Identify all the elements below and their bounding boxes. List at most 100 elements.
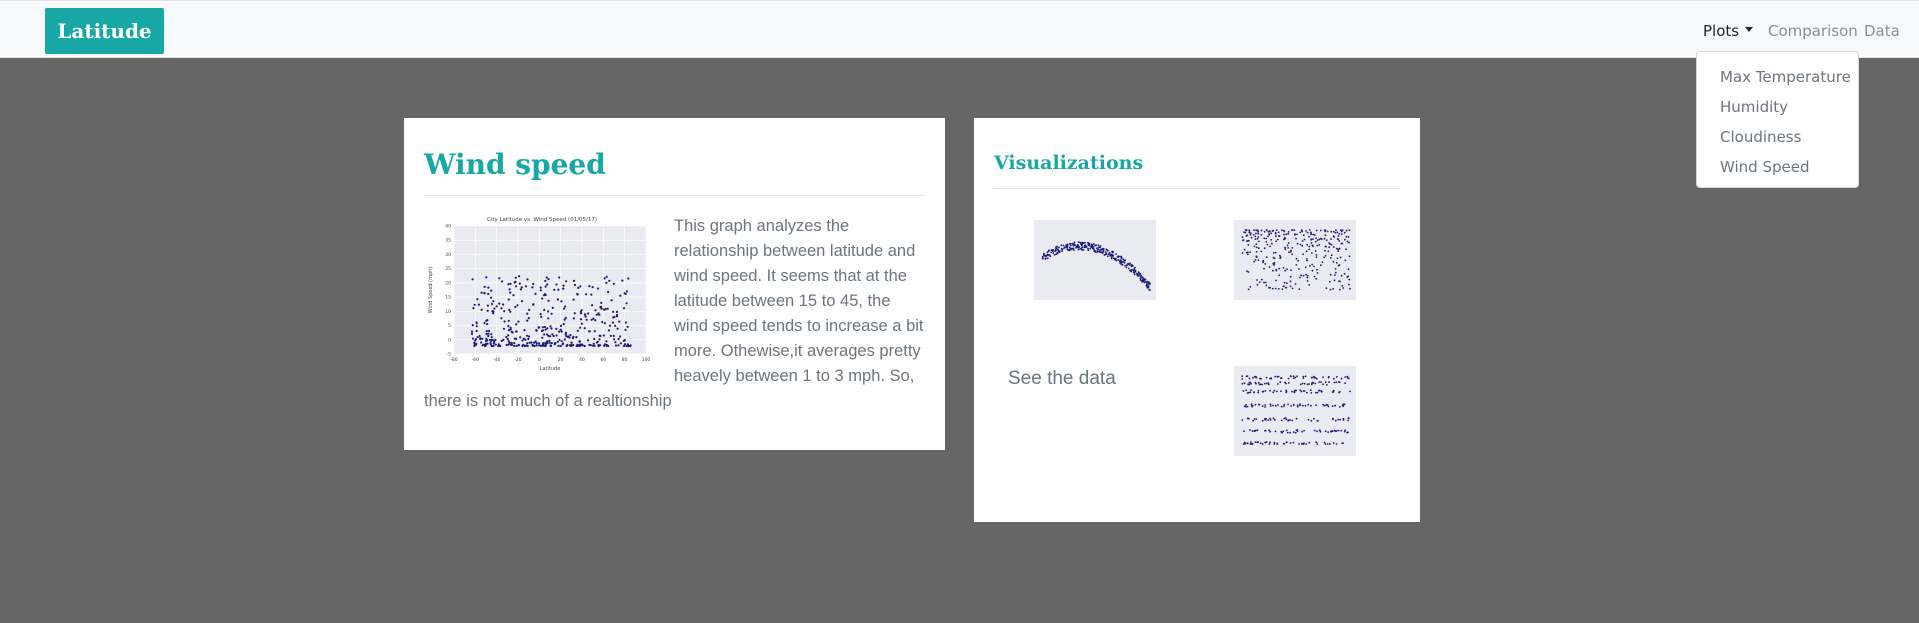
scatter-point xyxy=(477,303,480,306)
thumbnail-point xyxy=(1265,284,1268,287)
thumbnail-point xyxy=(1336,257,1339,260)
scatter-point xyxy=(490,289,493,292)
nav-comparison-link[interactable]: Comparison xyxy=(1768,22,1858,40)
thumbnail-point xyxy=(1256,279,1258,281)
scatter-point xyxy=(578,344,581,348)
scatter-point xyxy=(622,344,626,348)
thumbnail-point xyxy=(1082,249,1085,251)
thumbnail-point xyxy=(1314,382,1317,385)
thumbnail-point xyxy=(1336,231,1339,234)
thumbnail-point xyxy=(1276,390,1278,393)
scatter-point xyxy=(562,287,565,290)
thumbnail-point xyxy=(1294,431,1297,434)
scatter-point xyxy=(610,299,613,302)
thumbnail-point xyxy=(1251,443,1254,445)
thumbnail-point xyxy=(1099,249,1101,251)
humidity-thumbnail[interactable] xyxy=(1214,214,1364,314)
thumbnail-point xyxy=(1289,280,1292,283)
thumbnail-point xyxy=(1062,244,1065,247)
thumbnail-point xyxy=(1257,236,1260,238)
thumbnail-point xyxy=(1053,254,1056,256)
thumbnail-point xyxy=(1344,376,1347,378)
scatter-point xyxy=(614,344,618,347)
thumbnail-point xyxy=(1318,238,1321,241)
thumbnail-point xyxy=(1339,418,1341,421)
scatter-point xyxy=(594,319,597,322)
dropdown-item-humidity[interactable]: Humidity xyxy=(1720,98,1789,116)
thumbnail-point xyxy=(1294,233,1296,236)
thumbnail-point xyxy=(1248,377,1251,380)
wind-speed-scatter-plot[interactable]: City Latitude vs. Wind Speed (01/05/17) … xyxy=(424,214,656,374)
dropdown-item-cloudiness[interactable]: Cloudiness xyxy=(1720,128,1802,146)
scatter-point xyxy=(559,344,562,348)
thumbnail-point xyxy=(1289,431,1292,434)
thumbnail-point xyxy=(1333,279,1336,282)
thumbnail-point xyxy=(1299,243,1302,246)
thumbnail-point xyxy=(1110,257,1113,260)
nav-plots-dropdown[interactable]: Plots xyxy=(1703,22,1754,40)
thumbnail-point xyxy=(1270,232,1273,235)
thumbnail-point xyxy=(1241,252,1244,254)
thumbnail-point xyxy=(1287,247,1289,249)
thumbnail-point xyxy=(1248,231,1251,234)
scatter-point xyxy=(612,282,615,285)
thumbnail-point xyxy=(1344,238,1346,241)
thumbnail-point xyxy=(1348,241,1350,244)
thumbnail-point xyxy=(1320,264,1322,267)
thumbnail-point xyxy=(1296,405,1299,408)
thumbnail-point xyxy=(1115,253,1117,255)
scatter-point xyxy=(549,344,552,347)
thumbnail-point xyxy=(1145,284,1148,287)
thumbnail-point xyxy=(1127,262,1129,265)
dropdown-item-max-temperature[interactable]: Max Temperature xyxy=(1720,68,1851,86)
thumbnail-point xyxy=(1136,274,1139,276)
thumbnail-point xyxy=(1255,418,1258,420)
see-the-data-link[interactable]: See the data xyxy=(1008,368,1116,389)
thumbnail-point xyxy=(1343,403,1346,406)
scatter-point xyxy=(592,317,595,320)
thumbnail-point xyxy=(1284,246,1286,249)
brand-logo[interactable]: Latitude xyxy=(45,8,164,54)
max-temperature-thumbnail[interactable] xyxy=(1014,214,1164,314)
scatter-point xyxy=(625,290,628,293)
scatter-point xyxy=(549,325,552,328)
cloudiness-thumbnail[interactable] xyxy=(1214,360,1364,470)
thumbnail-point xyxy=(1260,229,1263,232)
thumbnail-point xyxy=(1332,288,1334,290)
thumbnail-point xyxy=(1312,238,1314,240)
thumbnail-point xyxy=(1282,430,1285,433)
thumbnail-point xyxy=(1312,233,1314,236)
scatter-point xyxy=(521,339,524,342)
thumbnail-point xyxy=(1313,429,1316,432)
thumbnail-point xyxy=(1288,251,1290,254)
thumbnail-point xyxy=(1049,255,1052,258)
scatter-point xyxy=(509,291,512,294)
scatter-point xyxy=(600,307,603,310)
thumbnail-point xyxy=(1073,241,1076,244)
thumbnail-point xyxy=(1262,261,1264,264)
thumbnail-point xyxy=(1071,242,1074,245)
thumbnail-point xyxy=(1252,419,1254,422)
scatter-point xyxy=(522,337,525,340)
thumbnail-point xyxy=(1324,245,1327,248)
thumbnail-point xyxy=(1111,251,1114,254)
thumbnail-point xyxy=(1055,249,1057,252)
thumbnail-point xyxy=(1306,231,1309,234)
thumbnail-point xyxy=(1305,273,1307,276)
thumbnail-point xyxy=(1330,230,1333,233)
thumbnail-point xyxy=(1301,430,1303,433)
scatter-point xyxy=(564,331,568,334)
scatter-point xyxy=(600,301,603,304)
thumbnail-point xyxy=(1263,418,1266,420)
thumbnail-point xyxy=(1253,418,1256,420)
thumbnail-point xyxy=(1281,229,1283,231)
scatter-point xyxy=(493,307,496,310)
dropdown-item-wind-speed[interactable]: Wind Speed xyxy=(1720,158,1810,176)
thumbnail-point xyxy=(1277,375,1280,378)
scatter-point xyxy=(526,278,529,281)
thumbnail-point xyxy=(1254,429,1257,432)
scatter-point xyxy=(558,276,561,279)
thumbnail-point xyxy=(1274,251,1277,254)
nav-data-link[interactable]: Data xyxy=(1864,22,1900,40)
scatter-point xyxy=(547,278,550,281)
